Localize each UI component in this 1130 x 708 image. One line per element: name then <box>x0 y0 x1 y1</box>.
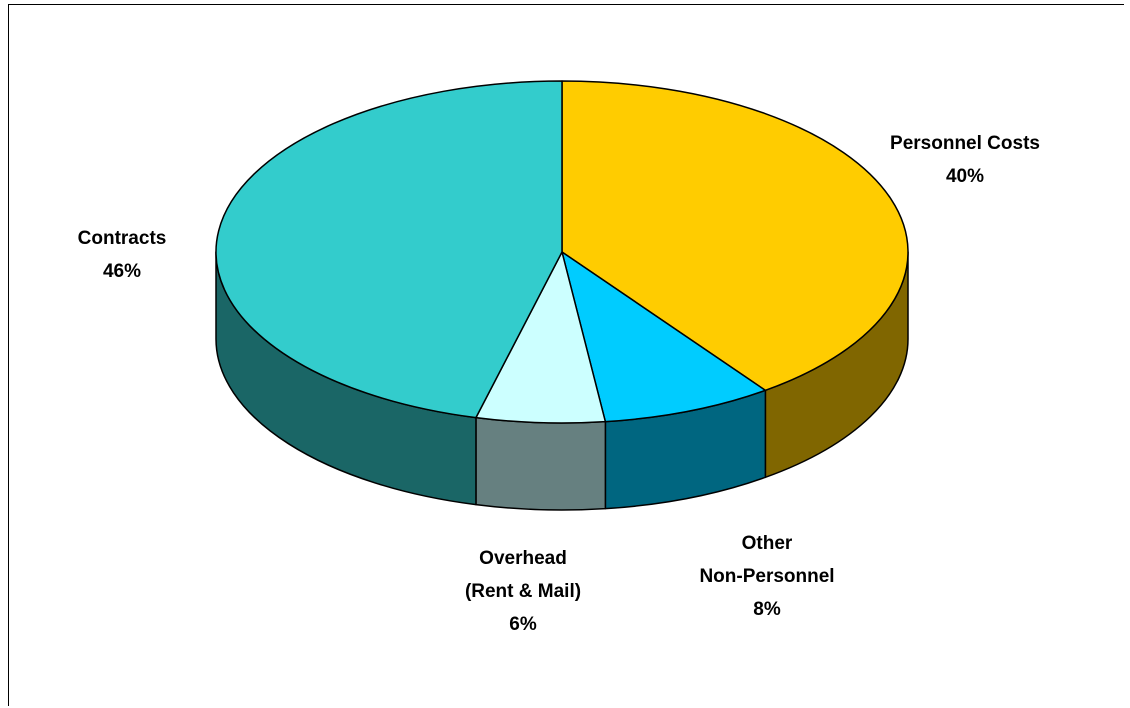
pie-slice-contracts <box>215 80 563 419</box>
pie-sides <box>215 251 909 511</box>
data-label-overhead-rent-mail: Overhead (Rent & Mail) 6% <box>465 548 581 635</box>
chart-frame <box>8 4 1124 706</box>
pie-slice-other-non-personnel <box>561 251 767 423</box>
pie-tops <box>215 80 909 424</box>
pie-side-overhead-rent-mail <box>475 416 607 511</box>
pie-slice-personnel-costs <box>561 80 909 392</box>
data-label-contracts: Contracts 46% <box>78 228 167 282</box>
pie-labels: Personnel Costs 40% Other Non-Personnel 8% Ov… <box>78 133 1040 635</box>
data-label-personnel-costs: Personnel Costs 40% <box>890 133 1040 187</box>
pie-slice-overhead-rent-mail <box>475 251 607 424</box>
data-label-other-non-personnel: Other Non-Personnel 8% <box>699 533 834 620</box>
